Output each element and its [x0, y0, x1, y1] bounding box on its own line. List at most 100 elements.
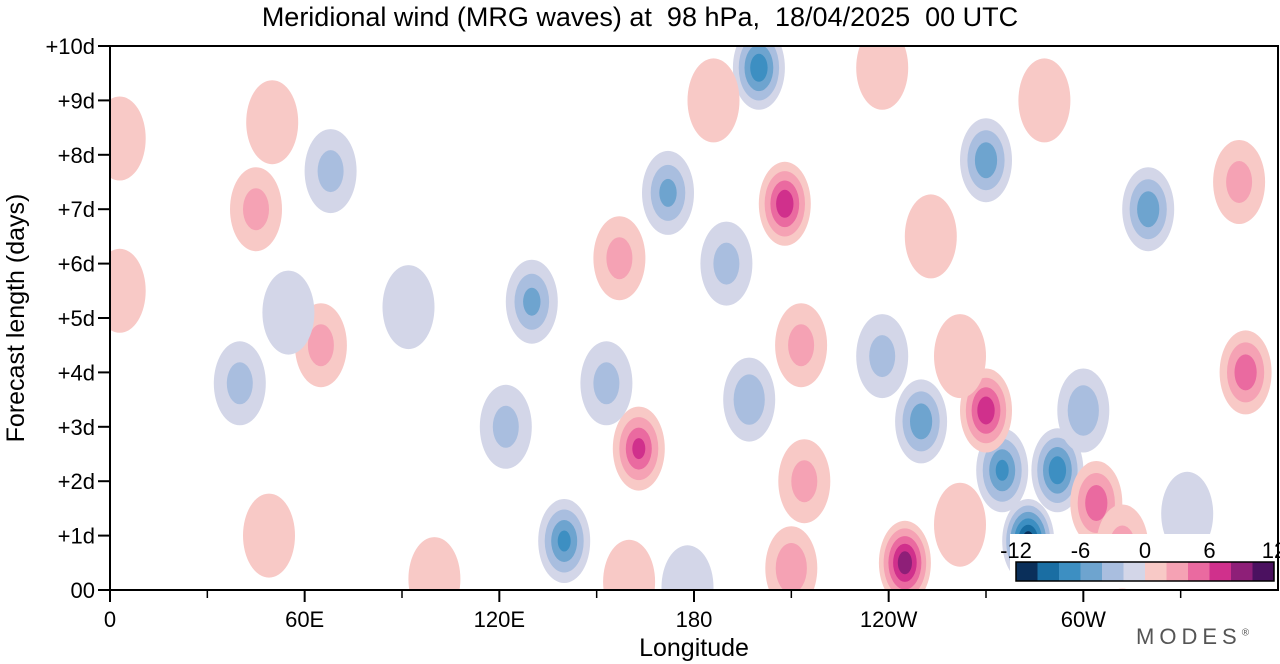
colorbar-band — [1037, 562, 1060, 581]
modes-logo: MODES® — [1136, 624, 1249, 650]
colorbar-band — [1080, 562, 1103, 581]
contour-level — [1067, 385, 1099, 436]
contour-level — [733, 374, 765, 425]
field-feature — [1122, 167, 1175, 252]
x-tick-label: 0 — [104, 607, 116, 632]
field-feature — [408, 537, 461, 590]
contour-level — [408, 537, 461, 590]
y-tick-label: +7d — [58, 197, 95, 222]
y-axis: 00 +1d +2d +3d +4d +5d +6d +7d +8d +9d +10d — [45, 34, 110, 603]
field-feature — [934, 482, 986, 567]
x-axis-label: Longitude — [639, 634, 749, 662]
field-feature — [732, 46, 785, 110]
brand-mark: ® — [1241, 627, 1250, 639]
y-tick-label: +2d — [58, 469, 95, 494]
field-feature — [856, 314, 909, 399]
field-feature — [1057, 368, 1110, 453]
field-feature — [1031, 428, 1084, 513]
field-feature — [505, 259, 558, 344]
field-feature — [110, 96, 146, 181]
field-feature — [700, 221, 753, 306]
contour-level — [974, 142, 998, 179]
field-feature — [778, 439, 831, 524]
y-tick-label: +1d — [58, 524, 95, 549]
contour-level — [307, 324, 334, 367]
y-tick-label: +5d — [58, 306, 95, 331]
x-axis: 0 60E 120E 180 120W 60W — [104, 590, 1182, 632]
field-feature — [243, 493, 295, 578]
colorbar-band — [1166, 562, 1189, 581]
field-feature — [976, 428, 1029, 513]
field-feature — [960, 118, 1012, 203]
field-feature — [1213, 140, 1266, 224]
contour-level — [492, 405, 519, 448]
field-feature — [304, 129, 357, 214]
y-axis-label: Forecast length (days) — [2, 194, 30, 443]
contour-level — [606, 237, 633, 280]
field-feature — [230, 167, 282, 252]
field-feature — [895, 379, 948, 464]
field-feature — [110, 248, 146, 333]
field-feature — [934, 314, 986, 399]
contour-level — [776, 189, 794, 218]
field-feature — [1018, 58, 1071, 143]
field-feature — [765, 526, 818, 590]
contour-field — [110, 46, 1272, 590]
field-feature — [538, 499, 591, 583]
field-feature — [593, 216, 646, 301]
contour-level — [869, 335, 896, 378]
colorbar-band — [1123, 562, 1146, 581]
contour-level — [110, 96, 146, 181]
chart-title: Meridional wind (MRG waves) at 98 hPa, 1… — [261, 2, 1019, 32]
contour-level — [687, 58, 740, 143]
field-feature — [246, 80, 299, 165]
contour-level — [110, 248, 146, 333]
colorbar-tick-label: -6 — [1071, 538, 1091, 563]
colorbar-band — [1102, 562, 1124, 581]
field-feature — [262, 270, 315, 355]
contour-level — [246, 80, 299, 165]
field-feature — [382, 265, 435, 350]
x-tick-label: 120E — [474, 607, 525, 632]
colorbar-band — [1188, 562, 1210, 581]
contour-level — [750, 53, 768, 82]
field-feature — [661, 545, 714, 590]
field-feature — [904, 194, 957, 279]
y-tick-label: +4d — [58, 360, 95, 385]
contour-level — [934, 482, 986, 567]
field-feature — [775, 303, 828, 388]
brand-text: MODES — [1136, 624, 1242, 649]
contour-level — [977, 396, 995, 425]
colorbar-tick-label: 12 — [1262, 538, 1280, 563]
contour-level — [226, 362, 253, 405]
contour-level — [897, 551, 913, 575]
field-feature — [580, 341, 633, 426]
colorbar-tick-label: -12 — [1000, 538, 1032, 563]
contour-level — [788, 324, 815, 367]
contour-level — [904, 194, 957, 279]
field-feature — [758, 161, 811, 246]
contour-level — [557, 530, 571, 552]
field-feature — [878, 520, 931, 590]
y-tick-label: 00 — [71, 578, 95, 603]
contour-level — [523, 287, 541, 316]
colorbar-tick-label: 6 — [1203, 538, 1215, 563]
x-tick-label: 120W — [860, 607, 918, 632]
colorbar-band — [1209, 562, 1232, 581]
colorbar-band — [1145, 562, 1167, 581]
field-feature — [642, 150, 694, 235]
field-feature — [723, 357, 776, 442]
field-feature — [603, 539, 656, 590]
contour-level — [791, 460, 818, 503]
field-feature — [612, 406, 665, 491]
contour-level — [1234, 354, 1257, 391]
contour-level — [856, 46, 909, 110]
contour-level — [775, 543, 807, 590]
contour-level — [593, 362, 620, 405]
x-tick-label: 180 — [676, 607, 713, 632]
colorbar-tick-label: 0 — [1139, 538, 1151, 563]
y-tick-label: +9d — [58, 88, 95, 113]
x-tick-label: 60E — [285, 607, 324, 632]
field-feature — [856, 46, 909, 110]
